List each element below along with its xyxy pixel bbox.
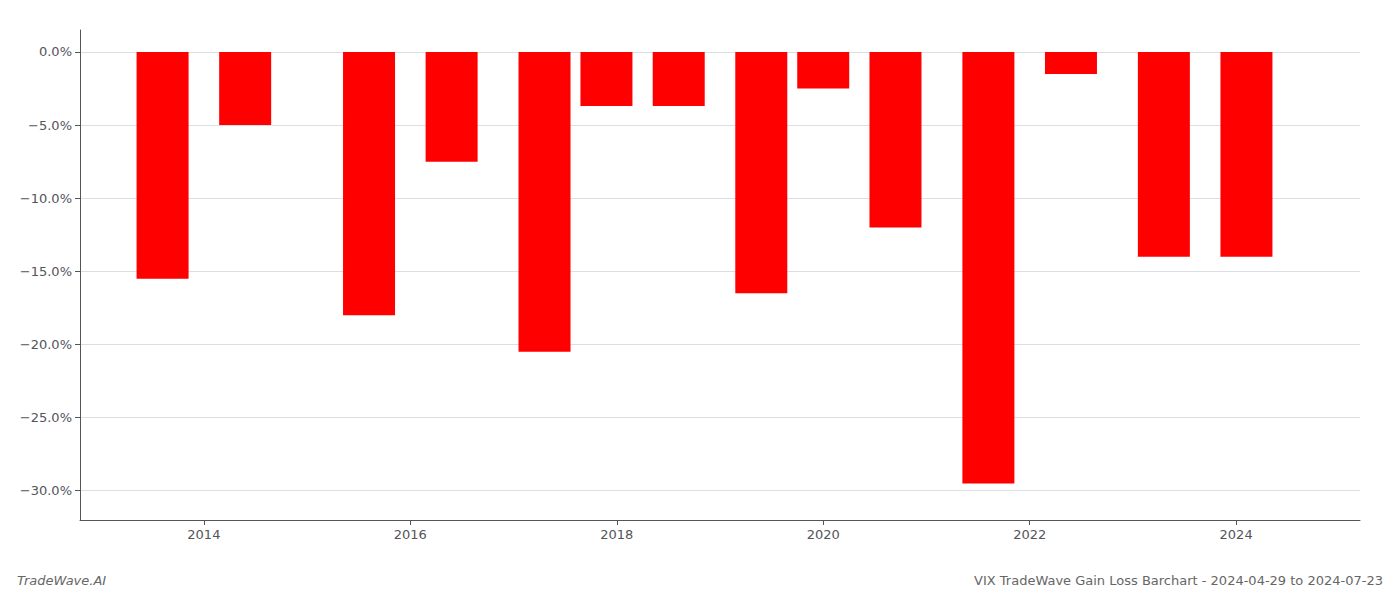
svg-text:2014: 2014 bbox=[187, 527, 220, 542]
svg-text:2020: 2020 bbox=[807, 527, 840, 542]
svg-text:TradeWave.AI: TradeWave.AI bbox=[17, 573, 106, 588]
svg-text:2016: 2016 bbox=[394, 527, 427, 542]
svg-text:−10.0%: −10.0% bbox=[20, 191, 72, 206]
svg-text:2018: 2018 bbox=[600, 527, 633, 542]
svg-text:−20.0%: −20.0% bbox=[20, 337, 72, 352]
svg-text:0.0%: 0.0% bbox=[39, 44, 72, 59]
svg-text:VIX TradeWave Gain Loss Barcha: VIX TradeWave Gain Loss Barchart - 2024-… bbox=[974, 573, 1383, 588]
svg-text:−15.0%: −15.0% bbox=[20, 264, 72, 279]
svg-text:−30.0%: −30.0% bbox=[20, 483, 72, 498]
svg-text:2022: 2022 bbox=[1013, 527, 1046, 542]
svg-text:−5.0%: −5.0% bbox=[28, 118, 72, 133]
svg-text:2024: 2024 bbox=[1220, 527, 1253, 542]
svg-text:−25.0%: −25.0% bbox=[20, 410, 72, 425]
